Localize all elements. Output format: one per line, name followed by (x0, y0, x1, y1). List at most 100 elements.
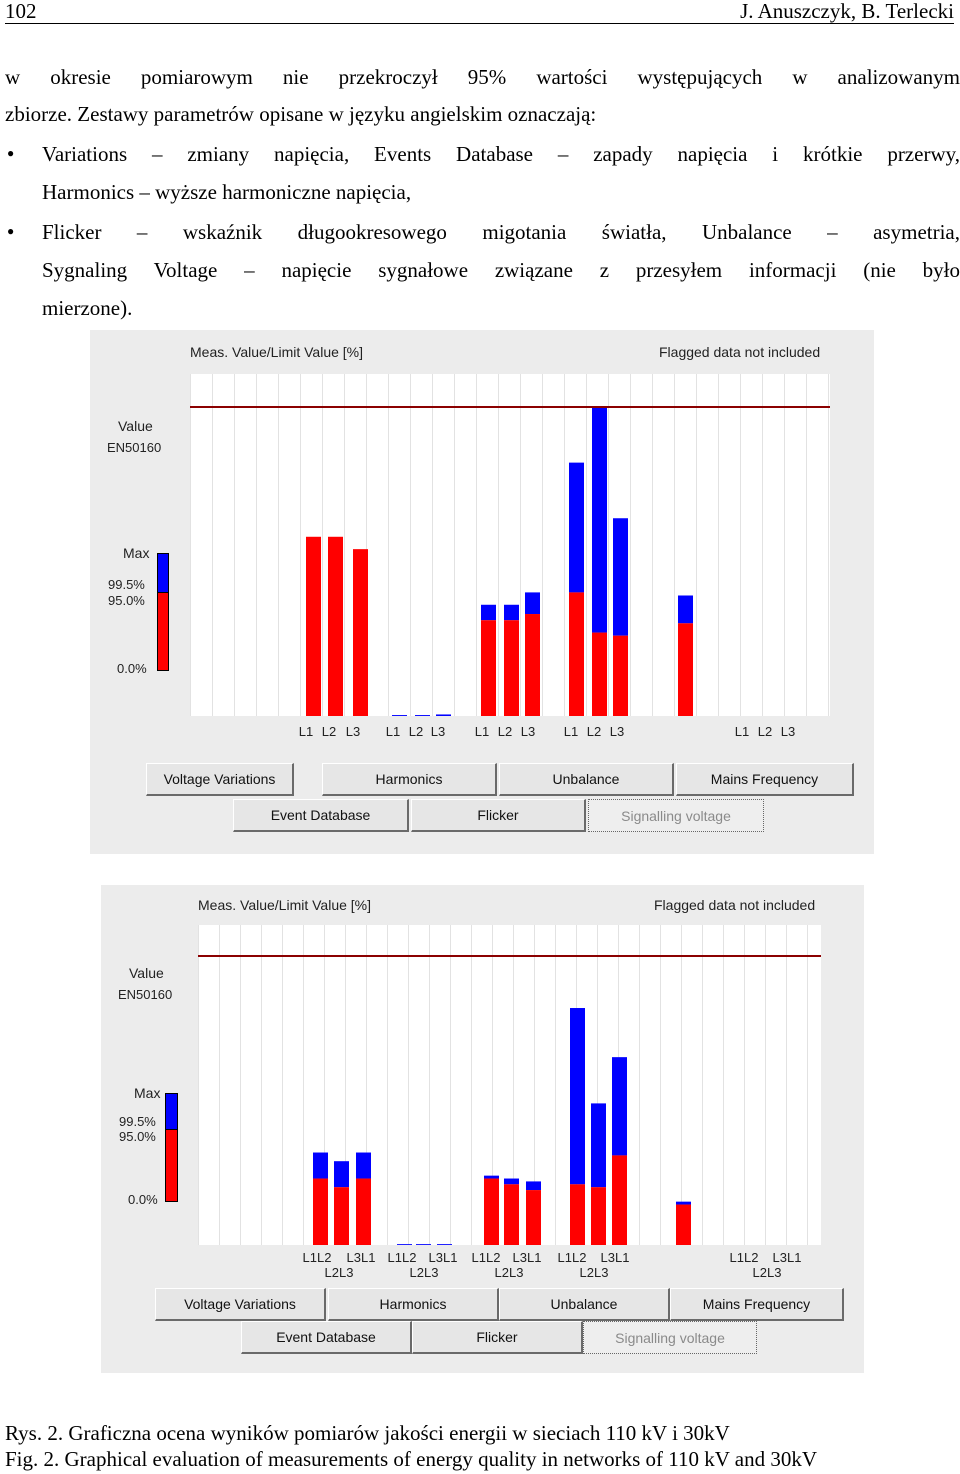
page-header: 102 J. Anuszczyk, B. Terlecki (5, 0, 954, 24)
bar-max-segment (570, 1008, 585, 1185)
tab-event-database[interactable]: Event Database (241, 1321, 412, 1354)
bar-max-segment (525, 592, 540, 615)
bullet2-line1: Flicker – wskaźnik długookresowego migot… (42, 220, 960, 244)
legend-bar (165, 1093, 178, 1202)
tab-signalling-voltage[interactable]: Signalling voltage (588, 799, 764, 832)
legend-zero: 0.0% (117, 661, 147, 676)
bullet1-line1: Variations – zmiany napięcia, Events Dat… (42, 142, 960, 166)
bar-max-segment (334, 1161, 349, 1188)
body-line-2: zbiorze. Zestawy parametrów opisane w ję… (5, 102, 597, 126)
bar-p95-segment (481, 620, 496, 716)
x-tick-label: L2 (757, 724, 773, 739)
bar-max-segment (592, 407, 607, 633)
bar-max-segment (569, 462, 584, 593)
plot-area (198, 925, 821, 1245)
tab-harmonics[interactable]: Harmonics (322, 763, 497, 796)
bar-max-segment (484, 1175, 499, 1179)
tab-mains-frequency[interactable]: Mains Frequency (676, 763, 854, 796)
bar-p95-segment (612, 1155, 627, 1245)
x-tick-label: L1L2 (302, 1250, 332, 1265)
x-tick-label: L1L2 (557, 1250, 587, 1265)
x-tick-label: L3L1 (600, 1250, 630, 1265)
caption-en: Fig. 2. Graphical evaluation of measurem… (5, 1447, 818, 1471)
flag-note: Flagged data not included (654, 897, 816, 913)
tab-harmonics[interactable]: Harmonics (328, 1288, 499, 1321)
caption-pl: Rys. 2. Graficzna ocena wyników pomiarów… (5, 1421, 730, 1445)
bar-p95-segment (356, 1178, 371, 1245)
legend-value-label: Value (129, 965, 164, 981)
x-tick-label: L2 (586, 724, 602, 739)
running-authors: J. Anuszczyk, B. Terlecki (740, 0, 954, 23)
tab-voltage-variations[interactable]: Voltage Variations (155, 1288, 326, 1321)
tab-voltage-variations[interactable]: Voltage Variations (146, 763, 294, 796)
bar-max-segment (504, 1178, 519, 1185)
bar-max-segment (415, 715, 430, 716)
bar-max-segment (526, 1181, 541, 1191)
bar-max-segment (392, 715, 407, 716)
chart-title: Meas. Value/Limit Value [%] (198, 897, 372, 913)
chart-title: Meas. Value/Limit Value [%] (190, 344, 364, 360)
page-number: 102 (5, 0, 37, 23)
x-tick-label: L3 (609, 724, 625, 739)
legend-zero: 0.0% (128, 1192, 158, 1207)
bar-p95-segment (504, 620, 519, 716)
x-tick-label: L1 (298, 724, 314, 739)
bar-p95-segment (334, 1187, 349, 1245)
x-tick-label: L2L3 (494, 1265, 524, 1280)
bar-p95-segment (306, 536, 321, 716)
bullet2-line3: mierzone). (42, 296, 133, 320)
bar-max-segment (313, 1152, 328, 1179)
bar-max-segment (613, 518, 628, 636)
x-tick-label: L3L1 (772, 1250, 802, 1265)
x-tick-label: L2 (321, 724, 337, 739)
bar-max-segment (676, 1201, 691, 1205)
bar-p95-segment (570, 1184, 585, 1245)
bar-p95-segment (676, 1204, 691, 1245)
bar-max-segment (416, 1244, 431, 1245)
tab-event-database[interactable]: Event Database (233, 799, 409, 832)
bar-p95-segment (525, 614, 540, 716)
tab-signalling-voltage[interactable]: Signalling voltage (583, 1321, 757, 1354)
x-tick-label: L3L1 (346, 1250, 376, 1265)
chart-panel-110kv: Meas. Value/Limit Value [%] Flagged data… (90, 330, 874, 854)
bar-max-segment (397, 1244, 412, 1245)
legend-950: 95.0% (119, 1129, 156, 1144)
legend-value-label: Value (118, 418, 153, 434)
tab-mains-frequency[interactable]: Mains Frequency (670, 1288, 844, 1321)
x-tick-label: L1 (474, 724, 490, 739)
bar-max-segment (678, 595, 693, 624)
bar-p95-segment (591, 1187, 606, 1245)
bar-max-segment (437, 1244, 452, 1245)
bar-max-segment (612, 1057, 627, 1156)
bar-chart-30kv (198, 925, 821, 1245)
bar-p95-segment (484, 1178, 499, 1245)
tab-flicker[interactable]: Flicker (411, 799, 586, 832)
bar-max-segment (504, 604, 519, 621)
x-tick-label: L3L1 (512, 1250, 542, 1265)
x-tick-label: L1 (385, 724, 401, 739)
bar-max-segment (356, 1152, 371, 1179)
legend-standard: EN50160 (107, 440, 162, 455)
legend-max: Max (134, 1085, 161, 1101)
tab-unbalance[interactable]: Unbalance (499, 1288, 670, 1321)
bar-p95-segment (504, 1184, 519, 1245)
bar-p95-segment (328, 536, 343, 716)
tab-unbalance[interactable]: Unbalance (499, 763, 674, 796)
x-tick-label: L3 (520, 724, 536, 739)
tab-flicker[interactable]: Flicker (412, 1321, 583, 1354)
legend-995: 99.5% (119, 1114, 156, 1129)
x-tick-label: L3 (780, 724, 796, 739)
body-line-1: w okresie pomiarowym nie przekroczył 95%… (5, 65, 960, 89)
bar-p95-segment (526, 1190, 541, 1245)
x-tick-label: L2L3 (579, 1265, 609, 1280)
bar-p95-segment (313, 1178, 328, 1245)
flag-note: Flagged data not included (659, 344, 821, 360)
bar-p95-segment (592, 632, 607, 716)
bullet1-line2: Harmonics – wyższe harmoniczne napięcia, (42, 180, 412, 204)
bar-max-segment (436, 714, 451, 716)
x-tick-label: L2 (497, 724, 513, 739)
x-tick-label: L1L2 (471, 1250, 501, 1265)
bullet-dot-icon: ● (7, 146, 15, 160)
bar-p95-segment (678, 623, 693, 716)
bar-chart-110kv (190, 374, 830, 716)
